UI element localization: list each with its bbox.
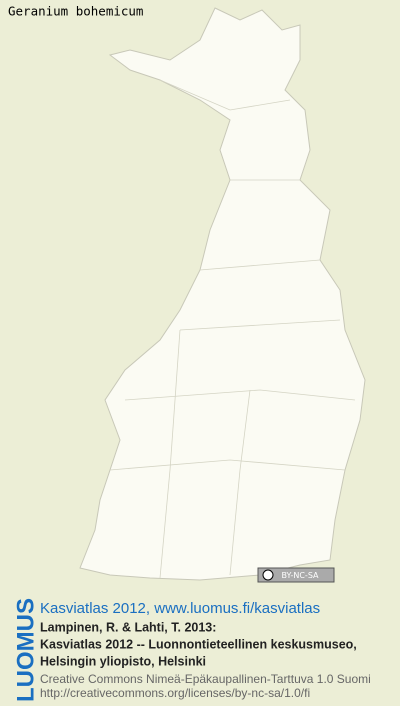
region-borders (109, 79, 356, 579)
citation: Lampinen, R. & Lahti, T. 2013: (40, 620, 216, 634)
cc-badge: BY-NC-SA (257, 567, 335, 583)
cc-icon (262, 569, 274, 581)
logo: LUOMUS (12, 598, 39, 702)
badge-text: BY-NC-SA (281, 571, 319, 580)
license-text: Creative Commons Nimeä-Epäkaupallinen-Ta… (40, 672, 371, 686)
citation: Helsingin yliopisto, Helsinki (40, 654, 206, 668)
finland-outline (79, 7, 366, 581)
license-url[interactable]: http://creativecommons.org/licenses/by-n… (40, 686, 310, 700)
species-title: Geranium bohemicum (8, 4, 143, 19)
citation: Kasviatlas 2012 -- Luonnontieteellinen k… (40, 637, 357, 651)
atlas-link[interactable]: Kasviatlas 2012, www.luomus.fi/kasviatla… (40, 600, 320, 617)
badge-box (257, 567, 335, 583)
